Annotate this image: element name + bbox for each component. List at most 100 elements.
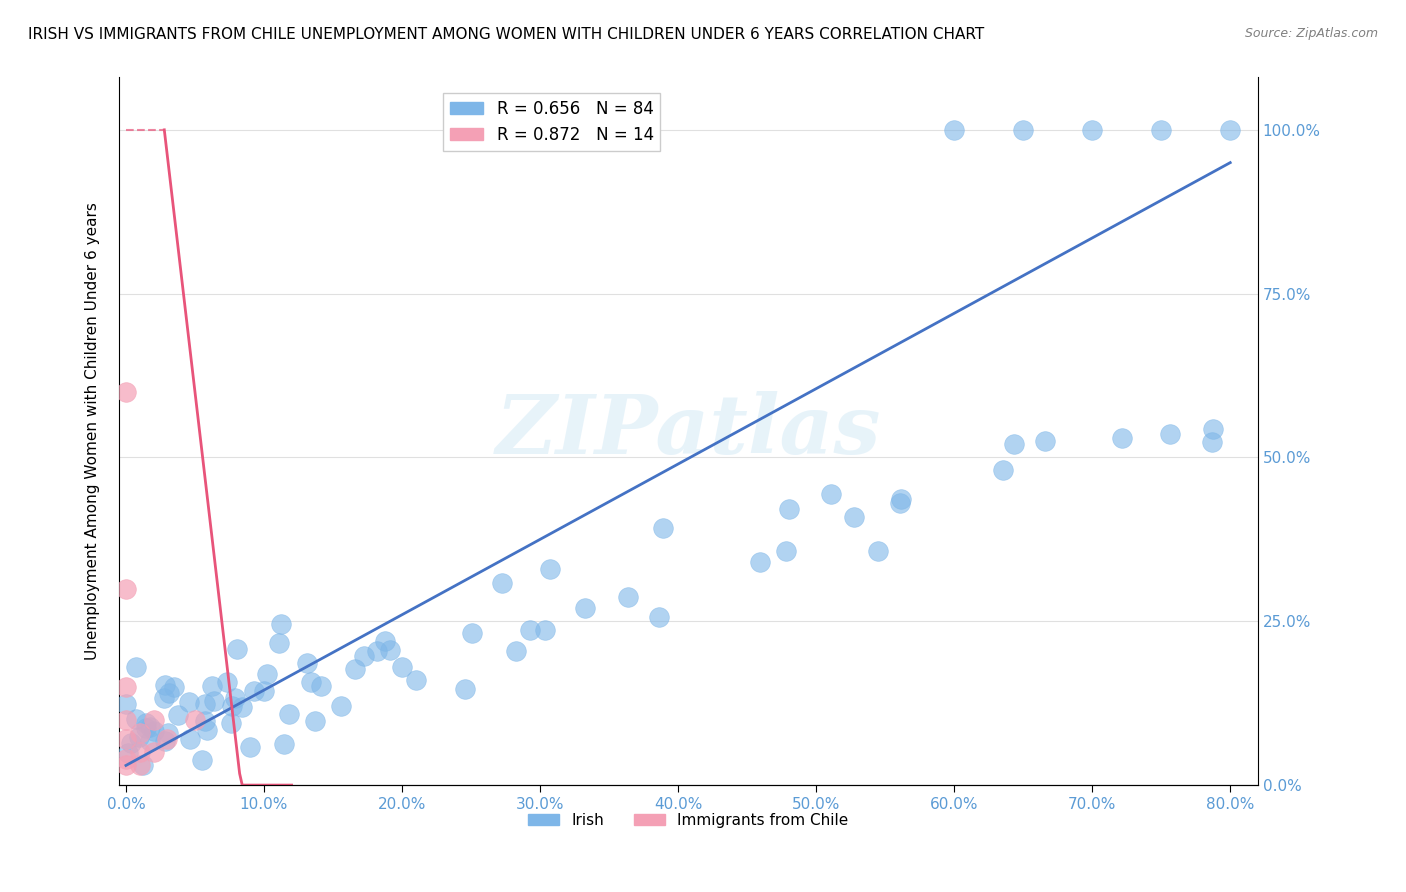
Point [195, 723, 218, 738]
Point [366, 644, 388, 658]
Point [117, 746, 139, 760]
Point [256, 666, 278, 681]
Point [201, 680, 224, 694]
Point [153, 690, 176, 705]
Point [778, 501, 800, 516]
Point [617, 590, 640, 604]
Point [374, 634, 396, 648]
Point [115, 752, 138, 766]
Point [225, 642, 247, 657]
Text: Source: ZipAtlas.com: Source: ZipAtlas.com [1244, 27, 1378, 40]
Point [844, 510, 866, 524]
Point [534, 623, 557, 637]
Point [749, 555, 772, 569]
Point [329, 699, 352, 714]
Point [253, 684, 276, 698]
Point [1202, 422, 1225, 436]
Point [461, 626, 484, 640]
Point [139, 721, 162, 735]
Point [1012, 123, 1035, 137]
Point [242, 683, 264, 698]
Point [194, 714, 217, 728]
Point [142, 745, 165, 759]
Point [153, 678, 176, 692]
Point [224, 691, 246, 706]
Point [115, 732, 138, 747]
Point [132, 758, 155, 772]
Point [380, 642, 402, 657]
Point [179, 731, 201, 746]
Point [820, 487, 842, 501]
Point [890, 491, 912, 506]
Point [128, 745, 150, 759]
Point [217, 674, 239, 689]
Point [128, 758, 150, 772]
Point [120, 736, 142, 750]
Point [651, 521, 673, 535]
Point [295, 656, 318, 670]
Point [194, 697, 217, 711]
Y-axis label: Unemployment Among Women with Children Under 6 years: Unemployment Among Women with Children U… [86, 202, 100, 660]
Point [115, 384, 138, 399]
Point [139, 733, 162, 747]
Point [1033, 434, 1056, 449]
Point [267, 636, 290, 650]
Point [868, 543, 890, 558]
Point [943, 123, 966, 137]
Point [125, 659, 148, 673]
Point [166, 707, 188, 722]
Point [353, 648, 375, 663]
Point [1150, 123, 1173, 137]
Point [1002, 437, 1025, 451]
Point [1111, 431, 1133, 445]
Point [505, 644, 527, 658]
Point [115, 680, 138, 694]
Point [1201, 434, 1223, 449]
Point [519, 623, 541, 637]
Point [309, 679, 332, 693]
Point [239, 740, 262, 755]
Point [115, 582, 138, 596]
Point [538, 561, 561, 575]
Legend: Irish, Immigrants from Chile: Irish, Immigrants from Chile [522, 807, 855, 834]
Point [157, 726, 180, 740]
Point [343, 662, 366, 676]
Point [491, 576, 513, 591]
Point [648, 609, 671, 624]
Point [177, 696, 200, 710]
Point [128, 725, 150, 739]
Text: ZIPatlas: ZIPatlas [496, 392, 882, 471]
Point [115, 713, 138, 727]
Point [574, 600, 596, 615]
Point [1081, 123, 1104, 137]
Point [391, 659, 413, 673]
Point [299, 674, 322, 689]
Point [202, 693, 225, 707]
Point [991, 462, 1014, 476]
Point [155, 733, 177, 747]
Point [143, 723, 166, 738]
Point [135, 721, 157, 735]
Point [775, 543, 797, 558]
Point [115, 697, 138, 711]
Point [156, 732, 179, 747]
Point [273, 737, 295, 751]
Point [1219, 123, 1241, 137]
Point [115, 758, 138, 772]
Point [163, 680, 186, 694]
Text: IRISH VS IMMIGRANTS FROM CHILE UNEMPLOYMENT AMONG WOMEN WITH CHILDREN UNDER 6 YE: IRISH VS IMMIGRANTS FROM CHILE UNEMPLOYM… [28, 27, 984, 42]
Point [219, 715, 242, 730]
Point [1159, 426, 1181, 441]
Point [221, 699, 243, 714]
Point [889, 496, 911, 510]
Point [125, 713, 148, 727]
Point [304, 714, 326, 729]
Point [277, 706, 299, 721]
Point [184, 713, 207, 727]
Point [135, 715, 157, 730]
Point [231, 700, 253, 714]
Point [142, 713, 165, 727]
Point [453, 681, 475, 696]
Point [270, 616, 292, 631]
Point [405, 673, 427, 687]
